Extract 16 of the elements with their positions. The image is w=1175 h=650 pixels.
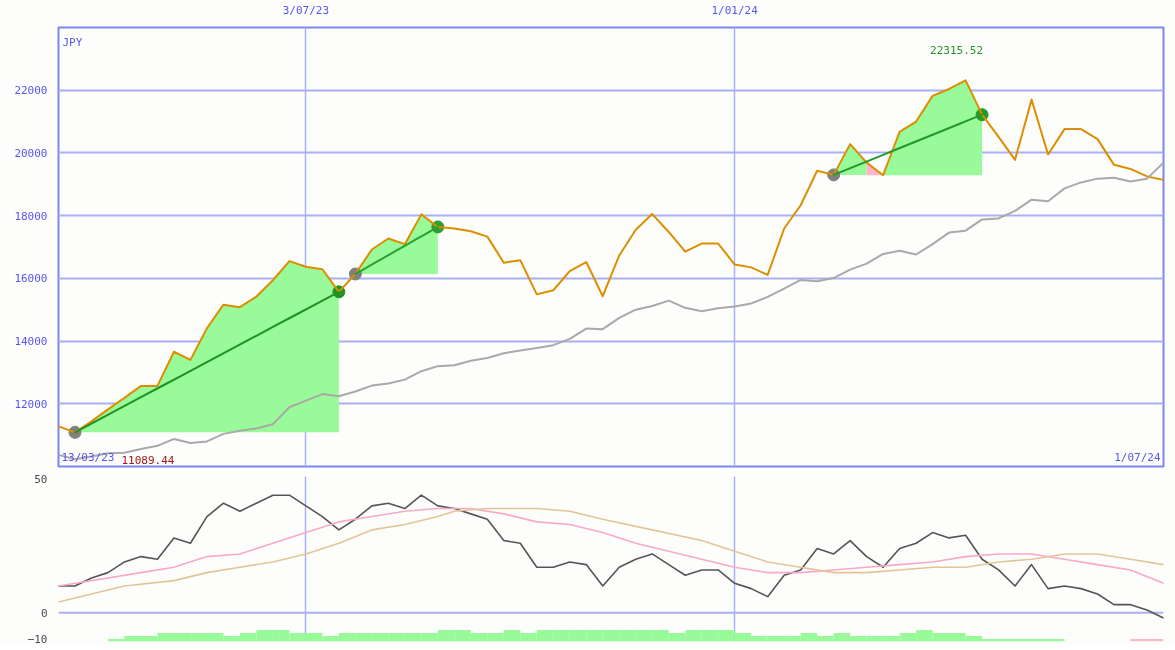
x-tick-label: 1/01/24: [711, 3, 759, 17]
y-tick-label: 50: [34, 473, 48, 487]
y-tick-label: 18000: [14, 209, 48, 223]
annotation: 11089.44: [121, 453, 175, 467]
y-tick-label: 0: [40, 606, 48, 620]
y-tick-label: 16000: [14, 272, 48, 286]
annotation: 1/07/24: [1114, 450, 1161, 464]
y-tick-label: 20000: [14, 146, 48, 160]
y-tick-label: 12000: [14, 397, 48, 411]
y-tick-label: 14000: [14, 335, 48, 349]
y-tick-label: 22000: [14, 84, 48, 98]
annotation: 13/03/23: [61, 450, 115, 464]
x-tick-label: 3/07/23: [282, 3, 330, 17]
y-axis-title: JPY: [62, 35, 83, 49]
annotation: 22315.52: [930, 44, 984, 58]
y-tick-label: −10: [27, 633, 48, 647]
